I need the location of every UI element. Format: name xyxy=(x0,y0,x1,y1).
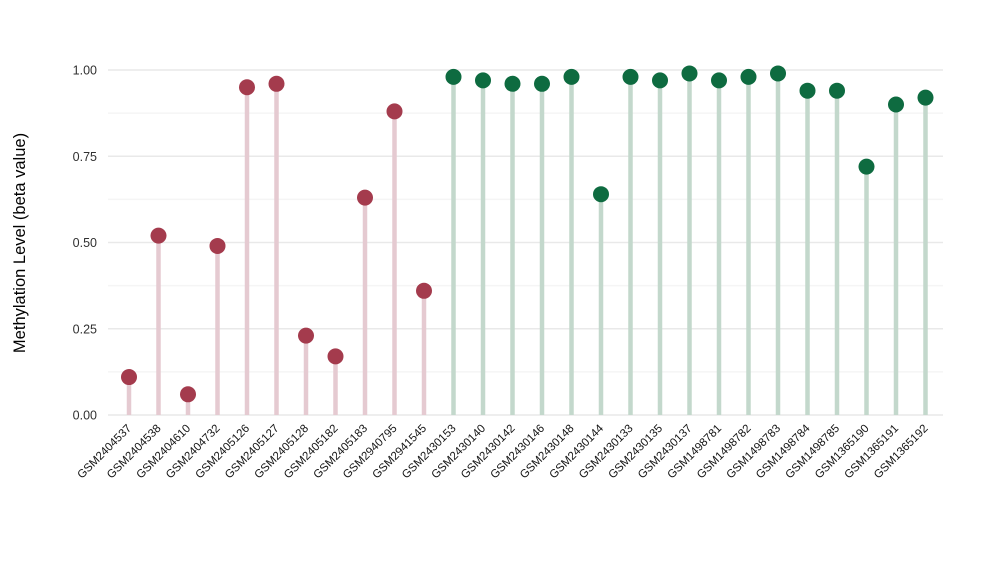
dot-layer xyxy=(121,65,934,403)
data-point xyxy=(622,68,639,85)
data-point xyxy=(150,227,167,244)
data-point xyxy=(799,82,816,99)
stem-layer xyxy=(126,73,928,415)
data-point xyxy=(268,75,285,92)
data-point xyxy=(180,386,196,403)
data-point xyxy=(711,72,727,89)
data-point xyxy=(858,158,875,175)
y-tick-label: 1.00 xyxy=(73,64,97,78)
data-point xyxy=(298,327,314,344)
data-point xyxy=(357,189,373,206)
x-tick-label: GSM1365192 xyxy=(872,423,931,482)
data-point xyxy=(386,103,403,120)
data-point xyxy=(888,96,904,113)
y-tick-label: 0.50 xyxy=(73,236,97,250)
data-point xyxy=(239,79,255,96)
data-point xyxy=(121,369,137,386)
data-point xyxy=(829,82,845,99)
data-point xyxy=(917,89,934,106)
data-point xyxy=(475,72,491,89)
data-point xyxy=(593,186,609,203)
data-point xyxy=(740,68,757,85)
data-point xyxy=(416,282,432,299)
data-point xyxy=(504,75,521,92)
data-point xyxy=(534,75,550,92)
y-tick-label: 0.25 xyxy=(73,322,97,336)
y-axis-title: Methylation Level (beta value) xyxy=(11,133,29,353)
data-point xyxy=(209,237,226,254)
data-point xyxy=(563,68,580,85)
axis-layer: 0.000.250.500.751.00GSM2404537GSM2404538… xyxy=(73,64,931,482)
data-point xyxy=(445,68,462,85)
data-point xyxy=(652,72,668,89)
y-tick-label: 0.00 xyxy=(73,409,97,423)
data-point xyxy=(681,65,698,82)
grid-layer xyxy=(108,69,943,416)
y-tick-label: 0.75 xyxy=(73,150,97,164)
data-point xyxy=(770,65,786,82)
data-point xyxy=(327,348,344,365)
